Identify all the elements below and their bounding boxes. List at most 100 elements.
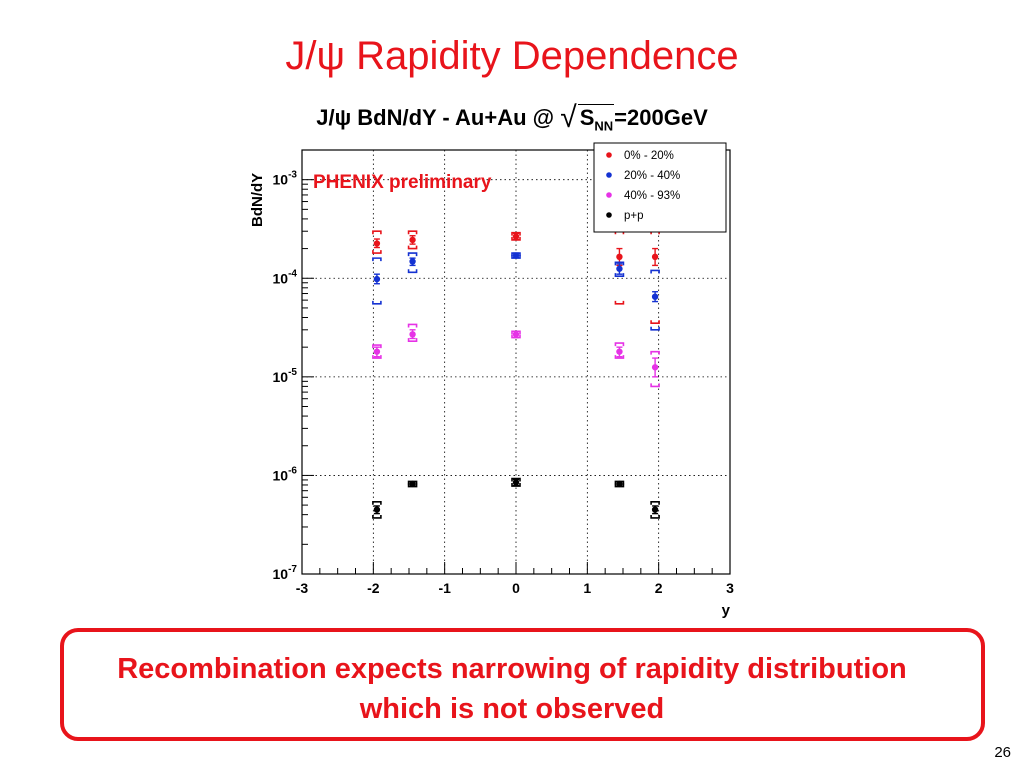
systematic-bracket-top xyxy=(511,477,521,482)
y-tick-base: 10 xyxy=(273,369,289,385)
series-20-40 xyxy=(372,252,660,331)
data-point xyxy=(616,480,623,488)
x-tick-label: -1 xyxy=(438,580,451,596)
plot-title-radicand: SNN xyxy=(577,104,615,134)
systematic-bracket-top xyxy=(372,501,382,505)
systematic-bracket-top xyxy=(650,269,660,274)
data-point xyxy=(616,348,623,355)
systematic-bracket-top xyxy=(372,257,382,262)
y-tick-base: 10 xyxy=(273,566,289,582)
data-point xyxy=(512,331,520,338)
data-point xyxy=(512,233,520,240)
y-tick-label: 10-5 xyxy=(273,367,298,385)
conclusion-box xyxy=(60,628,985,741)
data-point xyxy=(409,480,416,488)
data-point xyxy=(409,258,416,265)
systematic-bracket-bottom xyxy=(407,338,418,342)
series-40-93 xyxy=(372,323,660,388)
y-axis-title: BdN/dY xyxy=(249,173,266,227)
systematic-bracket-top xyxy=(407,252,418,257)
y-tick-exponent: -6 xyxy=(288,465,297,476)
data-point xyxy=(373,275,381,283)
systematic-bracket-top xyxy=(511,231,521,236)
legend-marker xyxy=(606,212,612,218)
systematic-bracket-bottom xyxy=(372,514,382,519)
plot-title-radicand-sub: NN xyxy=(594,118,614,134)
systematic-bracket-bottom xyxy=(650,383,660,388)
series-p-p xyxy=(372,477,660,519)
legend-label: 40% - 93% xyxy=(624,190,680,202)
legend-marker xyxy=(606,152,612,158)
legend-label: 0% - 20% xyxy=(624,150,674,162)
systematic-bracket-bottom xyxy=(614,300,625,305)
systematic-bracket-bottom xyxy=(372,355,382,359)
y-tick-label: 10-4 xyxy=(273,268,298,286)
legend-marker xyxy=(606,192,612,198)
legend-marker xyxy=(606,172,612,178)
data-point xyxy=(616,253,623,261)
systematic-bracket-top xyxy=(372,344,382,349)
systematic-bracket-top xyxy=(650,501,660,505)
systematic-bracket-top xyxy=(614,261,625,266)
series-0-20 xyxy=(372,230,660,325)
systematic-bracket-bottom xyxy=(614,273,625,277)
data-point xyxy=(651,253,659,261)
plot-title-prefix: J/ψ BdN/dY - Au+Au @ xyxy=(316,105,561,130)
x-tick-label: 1 xyxy=(583,580,591,596)
data-point xyxy=(409,236,416,244)
legend: 0% - 20% 20% - 40% 40% - 93% p+p xyxy=(593,142,727,233)
systematic-bracket-top xyxy=(614,342,625,347)
data-point xyxy=(373,348,381,355)
plot-title-radicand-main: S xyxy=(579,105,595,130)
sqrt-symbol: √ xyxy=(560,101,577,134)
slide-title: J/ψ Rapidity Dependence xyxy=(285,34,739,78)
systematic-bracket-bottom xyxy=(650,514,660,519)
systematic-bracket-bottom xyxy=(407,269,418,274)
x-tick-label: -2 xyxy=(367,580,380,596)
data-point xyxy=(651,364,659,371)
data-point xyxy=(651,506,659,513)
data-point xyxy=(373,506,381,513)
data-point xyxy=(616,265,623,272)
y-tick-base: 10 xyxy=(273,172,289,188)
y-tick-label: 10-7 xyxy=(273,564,298,582)
systematic-bracket-top xyxy=(650,350,660,355)
y-tick-base: 10 xyxy=(273,467,289,483)
systematic-bracket-top xyxy=(407,230,418,235)
x-tick-label: 3 xyxy=(726,580,734,596)
systematic-bracket-bottom xyxy=(650,320,660,325)
y-tick-exponent: -3 xyxy=(288,170,297,181)
systematic-bracket-bottom xyxy=(372,300,382,305)
systematic-bracket-bottom xyxy=(407,245,418,250)
plot-title: J/ψ BdN/dY - Au+Au @ √ SNN=200GeV xyxy=(0,98,1024,146)
y-tick-exponent: -7 xyxy=(288,564,297,575)
legend-box xyxy=(593,142,727,233)
axes: -3 -2 -1 0 1 2 310-310-410-510-610-7 xyxy=(273,149,734,596)
data-point xyxy=(651,293,659,300)
data-point xyxy=(373,240,381,247)
systematic-bracket-bottom xyxy=(372,250,382,254)
x-tick-label: 0 xyxy=(512,580,520,596)
y-tick-base: 10 xyxy=(273,270,289,286)
systematic-bracket-bottom xyxy=(650,326,660,331)
conclusion-line-1: Recombination expects narrowing of rapid… xyxy=(117,653,907,685)
legend-label: 20% - 40% xyxy=(624,170,680,182)
data-points xyxy=(372,230,660,519)
x-tick-label: -3 xyxy=(296,580,309,596)
y-tick-label: 10-3 xyxy=(273,170,298,188)
plot-title-suffix: =200GeV xyxy=(614,105,708,130)
systematic-bracket-bottom xyxy=(614,355,625,359)
page-number: 26 xyxy=(994,744,1011,761)
data-point xyxy=(409,331,416,338)
x-tick-label: 2 xyxy=(655,580,663,596)
conclusion-line-2: which is not observed xyxy=(359,693,665,725)
x-axis-title: y xyxy=(722,602,731,619)
y-tick-label: 10-6 xyxy=(273,465,298,483)
data-point xyxy=(512,252,520,259)
y-tick-exponent: -4 xyxy=(288,268,297,279)
legend-label: p+p xyxy=(624,210,644,222)
systematic-bracket-top xyxy=(372,230,382,235)
data-point xyxy=(512,479,520,486)
preliminary-label: PHENIX preliminary xyxy=(313,172,492,193)
